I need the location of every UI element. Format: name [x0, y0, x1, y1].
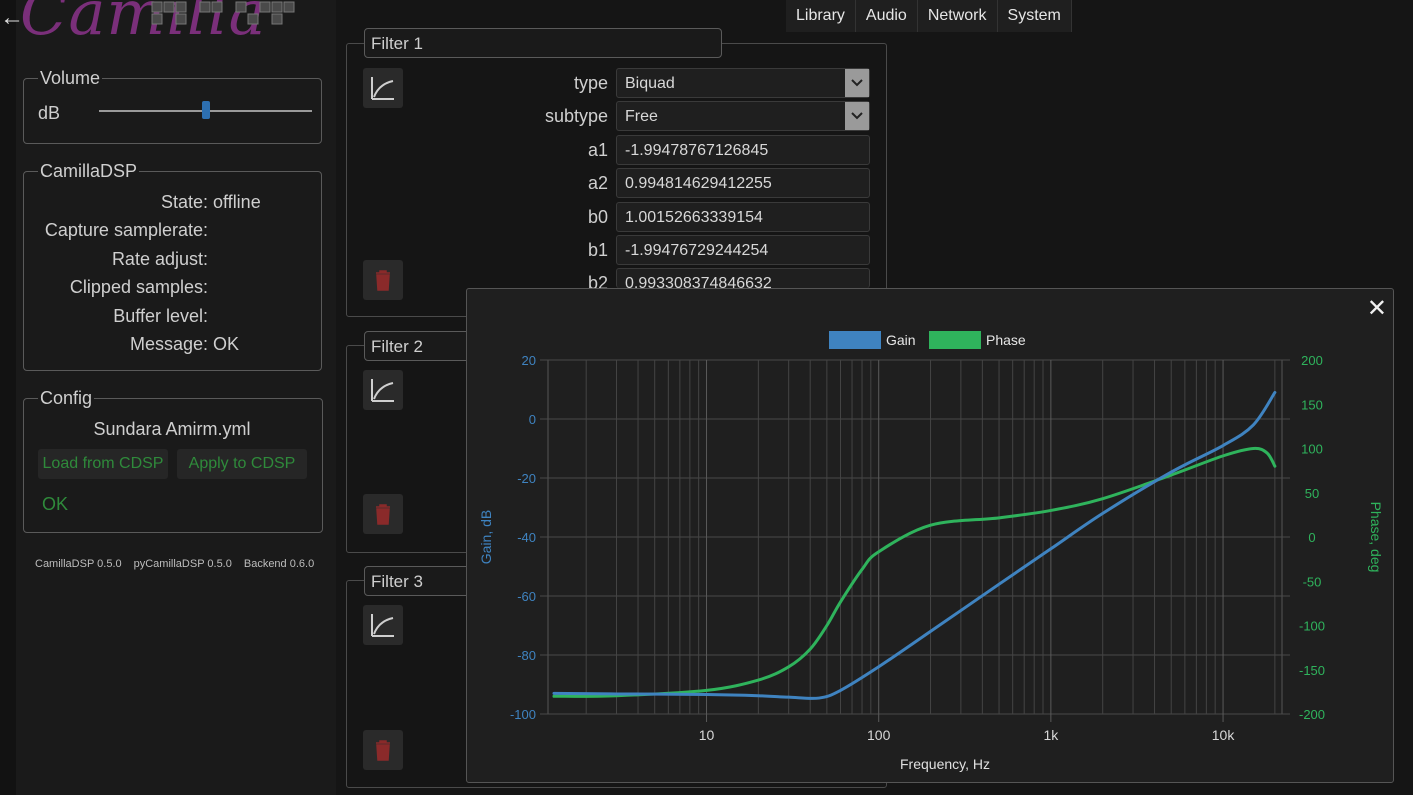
y-right-tick-label: 150 — [1301, 397, 1323, 412]
version-backend: Backend 0.6.0 — [243, 558, 315, 570]
y-right-tick-label: -50 — [1303, 574, 1322, 589]
param-label-a2: a2 — [587, 173, 608, 193]
plot-curve-icon — [371, 379, 394, 402]
y-left-tick-label: -100 — [510, 707, 536, 722]
filter-1-subtype-value: Free — [625, 108, 658, 125]
y-left-tick-label: -20 — [517, 471, 536, 486]
config-status: OK — [42, 494, 69, 514]
logo-pixel-graphic — [151, 1, 295, 25]
param-input-b2[interactable]: 0.993308374846632 — [616, 268, 870, 288]
chevron-down-icon — [845, 102, 869, 130]
filter-1-subtype-select[interactable]: Free — [616, 101, 870, 131]
param-input-b1[interactable]: -1.99476729244254 — [616, 235, 870, 265]
frequency-response-chart: 200-20-40-60-80-100200150100500-50-100-1… — [478, 331, 1384, 772]
trash-icon — [376, 740, 390, 761]
plot-curve-icon — [371, 77, 394, 100]
close-icon[interactable]: ✕ — [1366, 295, 1387, 322]
config-title: Config — [40, 388, 93, 408]
sidebar — [16, 0, 336, 795]
x-tick-label: 10k — [1212, 727, 1236, 743]
y-right-axis-title: Phase, deg — [1368, 502, 1384, 573]
filter-2-plot-button[interactable] — [363, 370, 403, 410]
filter-2-delete-button[interactable] — [363, 494, 403, 534]
y-right-tick-label: -150 — [1299, 663, 1325, 678]
x-tick-label: 1k — [1043, 727, 1059, 743]
tab-system[interactable]: System — [997, 0, 1072, 32]
legend-swatch-gain — [829, 331, 881, 349]
version-pycamilladsp: pyCamillaDSP 0.5.0 — [133, 558, 232, 570]
param-label-b0: b0 — [587, 207, 608, 227]
y-right-tick-label: 0 — [1308, 530, 1315, 545]
volume-panel: Volume — [23, 68, 322, 144]
apply-to-cdsp-button[interactable]: Apply to CDSP — [177, 449, 307, 479]
logo: Camilla — [20, 0, 267, 49]
legend-swatch-phase — [929, 331, 981, 349]
param-label-a1: a1 — [587, 140, 608, 160]
y-right-tick-label: -200 — [1299, 707, 1325, 722]
filter-1-name-input[interactable]: Filter 1 — [364, 28, 722, 58]
status-value: OK — [213, 334, 240, 354]
filter-1-subtype-label: subtype — [544, 106, 608, 126]
y-right-tick-label: -100 — [1299, 619, 1325, 634]
tab-audio[interactable]: Audio — [855, 0, 918, 32]
series-line-gain — [552, 390, 1277, 700]
config-filename: Sundara Amirm.yml — [93, 419, 251, 439]
status-label: Clipped samples: — [69, 277, 208, 297]
series-line-phase — [552, 446, 1277, 698]
tab-network[interactable]: Network — [917, 0, 998, 32]
trash-icon — [376, 270, 390, 291]
status-label: Buffer level: — [113, 306, 208, 326]
y-left-tick-label: -60 — [517, 589, 536, 604]
x-tick-label: 10 — [699, 727, 715, 743]
plot-curve-icon — [371, 614, 394, 637]
param-input-a1[interactable]: -1.99478767126845 — [616, 135, 870, 165]
version-camilladsp: CamillaDSP 0.5.0 — [35, 558, 122, 570]
x-axis-title: Frequency, Hz — [900, 756, 990, 772]
y-right-tick-label: 200 — [1301, 353, 1323, 368]
y-left-axis-title: Gain, dB — [478, 510, 494, 564]
filter-3-delete-button[interactable] — [363, 730, 403, 770]
y-left-tick-label: 0 — [529, 412, 536, 427]
left-edge — [0, 0, 16, 795]
y-right-tick-label: 50 — [1305, 486, 1319, 501]
filter-1-type-select[interactable]: Biquad — [616, 68, 870, 98]
status-label: Message: — [129, 334, 208, 354]
version-info: CamillaDSP 0.5.0 pyCamillaDSP 0.5.0 Backen… — [35, 558, 326, 570]
status-label: State: — [160, 192, 208, 212]
param-input-b0[interactable]: 1.00152663339154 — [616, 202, 870, 232]
param-label-b1: b1 — [587, 240, 608, 260]
chevron-down-icon — [845, 69, 869, 97]
trash-icon — [376, 504, 390, 525]
volume-unit: dB — [38, 103, 61, 123]
filter-1-delete-button[interactable] — [363, 260, 403, 300]
camilladsp-panel: CamillaDSP — [23, 161, 322, 371]
config-panel: Config — [23, 388, 323, 533]
load-from-cdsp-button[interactable]: Load from CDSP — [38, 449, 168, 479]
filter-1-type-value: Biquad — [625, 75, 675, 92]
y-left-tick-label: -80 — [517, 648, 536, 663]
back-arrow-icon[interactable]: ← — [0, 4, 24, 31]
legend-label-gain: Gain — [886, 332, 916, 348]
volume-slider-thumb[interactable] — [201, 101, 210, 119]
y-right-tick-label: 100 — [1301, 442, 1323, 457]
filter-3-plot-button[interactable] — [363, 605, 403, 645]
camilladsp-title: CamillaDSP — [40, 161, 138, 181]
x-tick-label: 100 — [867, 727, 891, 743]
legend-label-phase: Phase — [986, 332, 1026, 348]
filter-1-type-label: type — [573, 73, 608, 93]
status-value: offline — [213, 192, 261, 212]
volume-title: Volume — [40, 68, 101, 88]
status-label: Capture samplerate: — [44, 220, 208, 240]
y-left-tick-label: 20 — [522, 353, 536, 368]
top-tabs: Library Audio Network System — [786, 0, 1072, 32]
param-input-a2[interactable]: 0.994814629412255 — [616, 168, 870, 198]
tab-library[interactable]: Library — [786, 0, 856, 32]
status-label: Rate adjust: — [111, 249, 208, 269]
filter-1-plot-button[interactable] — [363, 68, 403, 108]
filter-plot-popup: ✕ 20 0 -20 -40 -60 -80 -100 200 150 100 50 0 -50 -100… — [466, 288, 1394, 783]
y-left-tick-label: -40 — [517, 530, 536, 545]
